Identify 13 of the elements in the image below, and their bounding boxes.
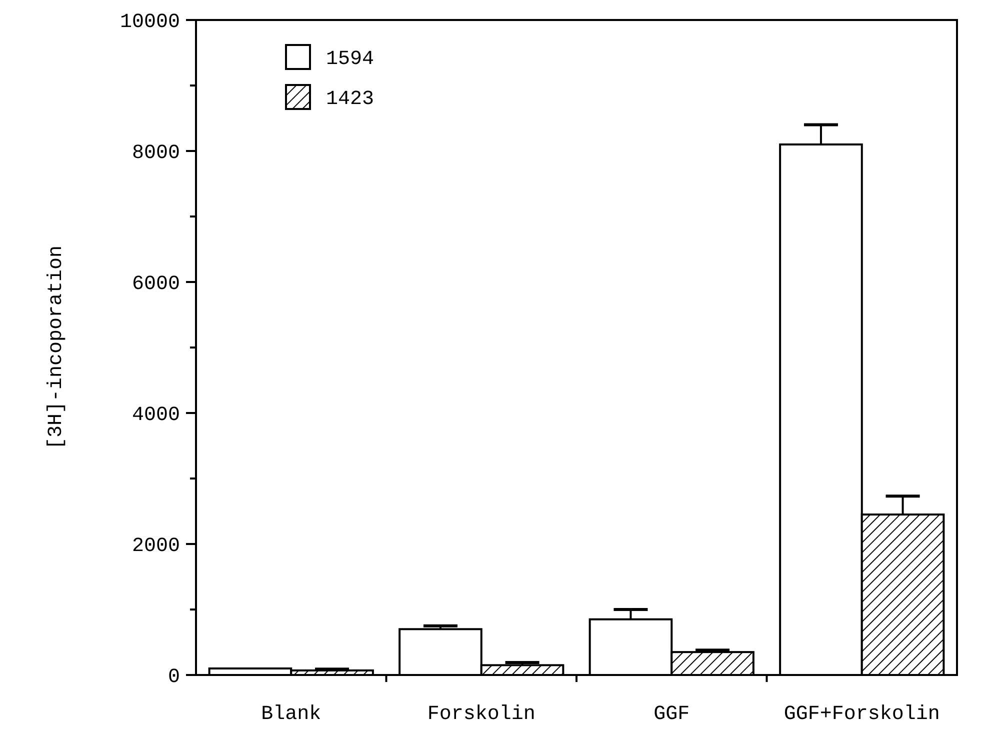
x-tick-label: Forskolin <box>427 703 536 726</box>
legend-label: 1594 <box>326 48 374 71</box>
y-tick-label: 4000 <box>132 404 180 427</box>
x-tick-label: Blank <box>261 703 322 726</box>
x-tick-label: GGF+Forskolin <box>784 703 940 726</box>
y-tick-label: 8000 <box>132 142 180 165</box>
y-tick-label: 2000 <box>132 535 180 558</box>
y-axis-title: [3H]-incoporation <box>45 245 68 450</box>
legend-label: 1423 <box>326 88 374 111</box>
x-tick-label: GGF <box>654 703 690 726</box>
y-tick-label: 10000 <box>120 11 180 34</box>
y-tick-label: 0 <box>168 666 180 689</box>
y-tick-label: 6000 <box>132 273 180 296</box>
